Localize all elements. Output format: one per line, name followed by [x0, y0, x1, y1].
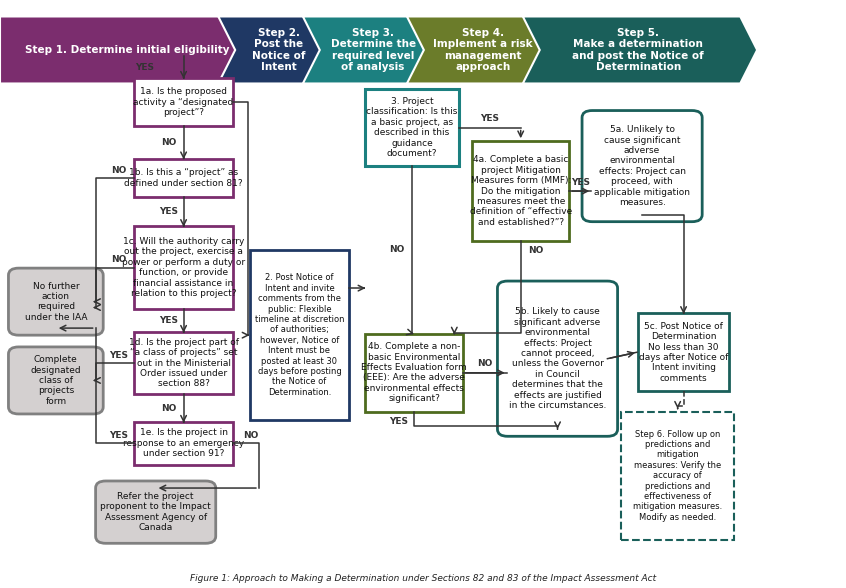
FancyBboxPatch shape — [134, 226, 233, 309]
Text: Step 6. Follow up on
predictions and
mitigation
measures: Verify the
accuracy of: Step 6. Follow up on predictions and mit… — [633, 430, 722, 522]
Text: YES: YES — [571, 178, 591, 187]
Text: Step 2.
Post the
Notice of
Intent: Step 2. Post the Notice of Intent — [252, 28, 305, 72]
FancyBboxPatch shape — [472, 141, 569, 241]
Polygon shape — [218, 16, 343, 83]
Polygon shape — [0, 16, 258, 83]
FancyBboxPatch shape — [8, 347, 103, 414]
Text: YES: YES — [389, 416, 409, 426]
Text: NO: NO — [243, 431, 258, 440]
FancyBboxPatch shape — [134, 332, 233, 394]
Text: Refer the project
proponent to the Impact
Assessment Agency of
Canada: Refer the project proponent to the Impac… — [101, 492, 211, 532]
Text: 5a. Unlikely to
cause significant
adverse
environmental
effects: Project can
pro: 5a. Unlikely to cause significant advers… — [594, 125, 690, 207]
Text: YES: YES — [159, 207, 178, 216]
Text: 1e. Is the project in
response to an emergency
under section 91?: 1e. Is the project in response to an eme… — [123, 429, 244, 458]
FancyBboxPatch shape — [96, 481, 216, 543]
Text: NO: NO — [111, 255, 126, 265]
FancyBboxPatch shape — [497, 281, 618, 436]
Polygon shape — [303, 16, 447, 83]
FancyBboxPatch shape — [134, 159, 233, 197]
Text: YES: YES — [159, 316, 178, 325]
Text: 5c. Post Notice of
Determination
No less than 30
days after Notice of
Intent inv: 5c. Post Notice of Determination No less… — [639, 322, 728, 383]
FancyBboxPatch shape — [365, 89, 459, 166]
Text: Step 1. Determine initial eligibility: Step 1. Determine initial eligibility — [25, 45, 229, 55]
Text: YES: YES — [109, 351, 128, 360]
FancyBboxPatch shape — [621, 412, 734, 540]
Text: YES: YES — [135, 63, 154, 72]
FancyBboxPatch shape — [134, 422, 233, 465]
Text: YES: YES — [481, 114, 499, 123]
Polygon shape — [407, 16, 563, 83]
Text: YES: YES — [109, 431, 128, 440]
Text: 3. Project
classification: Is this
a basic project, as
described in this
guidanc: 3. Project classification: Is this a bas… — [366, 97, 458, 158]
Text: Figure 1: Approach to Making a Determination under Sections 82 and 83 of the Imp: Figure 1: Approach to Making a Determina… — [190, 574, 656, 583]
Text: 5b. Likely to cause
significant adverse
environmental
effects: Project
cannot pr: 5b. Likely to cause significant adverse … — [508, 308, 607, 410]
Text: 4b. Complete a non-
basic Environmental
Effects Evaluation form
(EEE): Are the a: 4b. Complete a non- basic Environmental … — [361, 342, 467, 403]
Text: 1b. Is this a “project” as
defined under section 81?: 1b. Is this a “project” as defined under… — [124, 168, 243, 188]
Text: Complete
designated
class of
projects
form: Complete designated class of projects fo… — [30, 355, 81, 406]
Text: 1c. Will the authority carry
out the project, exercise a
power or perform a duty: 1c. Will the authority carry out the pro… — [122, 237, 245, 298]
Text: 1d. Is the project part of
“a class of projects” set
out in the Ministerial
Orde: 1d. Is the project part of “a class of p… — [129, 338, 239, 389]
Text: NO: NO — [111, 166, 126, 175]
Polygon shape — [523, 16, 757, 83]
Text: NO: NO — [161, 138, 176, 147]
Text: NO: NO — [528, 246, 544, 255]
FancyBboxPatch shape — [365, 334, 463, 412]
Text: No further
action
required
under the IAA: No further action required under the IAA — [25, 282, 87, 322]
Text: 2. Post Notice of
Intent and invite
comments from the
public: Flexible
timeline : 2. Post Notice of Intent and invite comm… — [255, 273, 344, 397]
Text: NO: NO — [161, 403, 176, 413]
Text: Step 5.
Make a determination
and post the Notice of
Determination: Step 5. Make a determination and post th… — [573, 28, 704, 72]
FancyBboxPatch shape — [250, 250, 349, 420]
FancyBboxPatch shape — [134, 78, 233, 126]
FancyBboxPatch shape — [638, 313, 729, 391]
FancyBboxPatch shape — [582, 111, 702, 222]
Text: 4a. Complete a basic
project Mitigation
Measures form (MMF):
Do the mitigation
m: 4a. Complete a basic project Mitigation … — [470, 155, 572, 227]
Text: NO: NO — [477, 359, 493, 369]
Text: Step 3.
Determine the
required level
of analysis: Step 3. Determine the required level of … — [331, 28, 415, 72]
Text: 1a. Is the proposed
activity a “designated
project”?: 1a. Is the proposed activity a “designat… — [134, 88, 233, 117]
Text: Step 4.
Implement a risk
management
approach: Step 4. Implement a risk management appr… — [433, 28, 533, 72]
Text: NO: NO — [389, 245, 404, 255]
FancyBboxPatch shape — [8, 268, 103, 335]
